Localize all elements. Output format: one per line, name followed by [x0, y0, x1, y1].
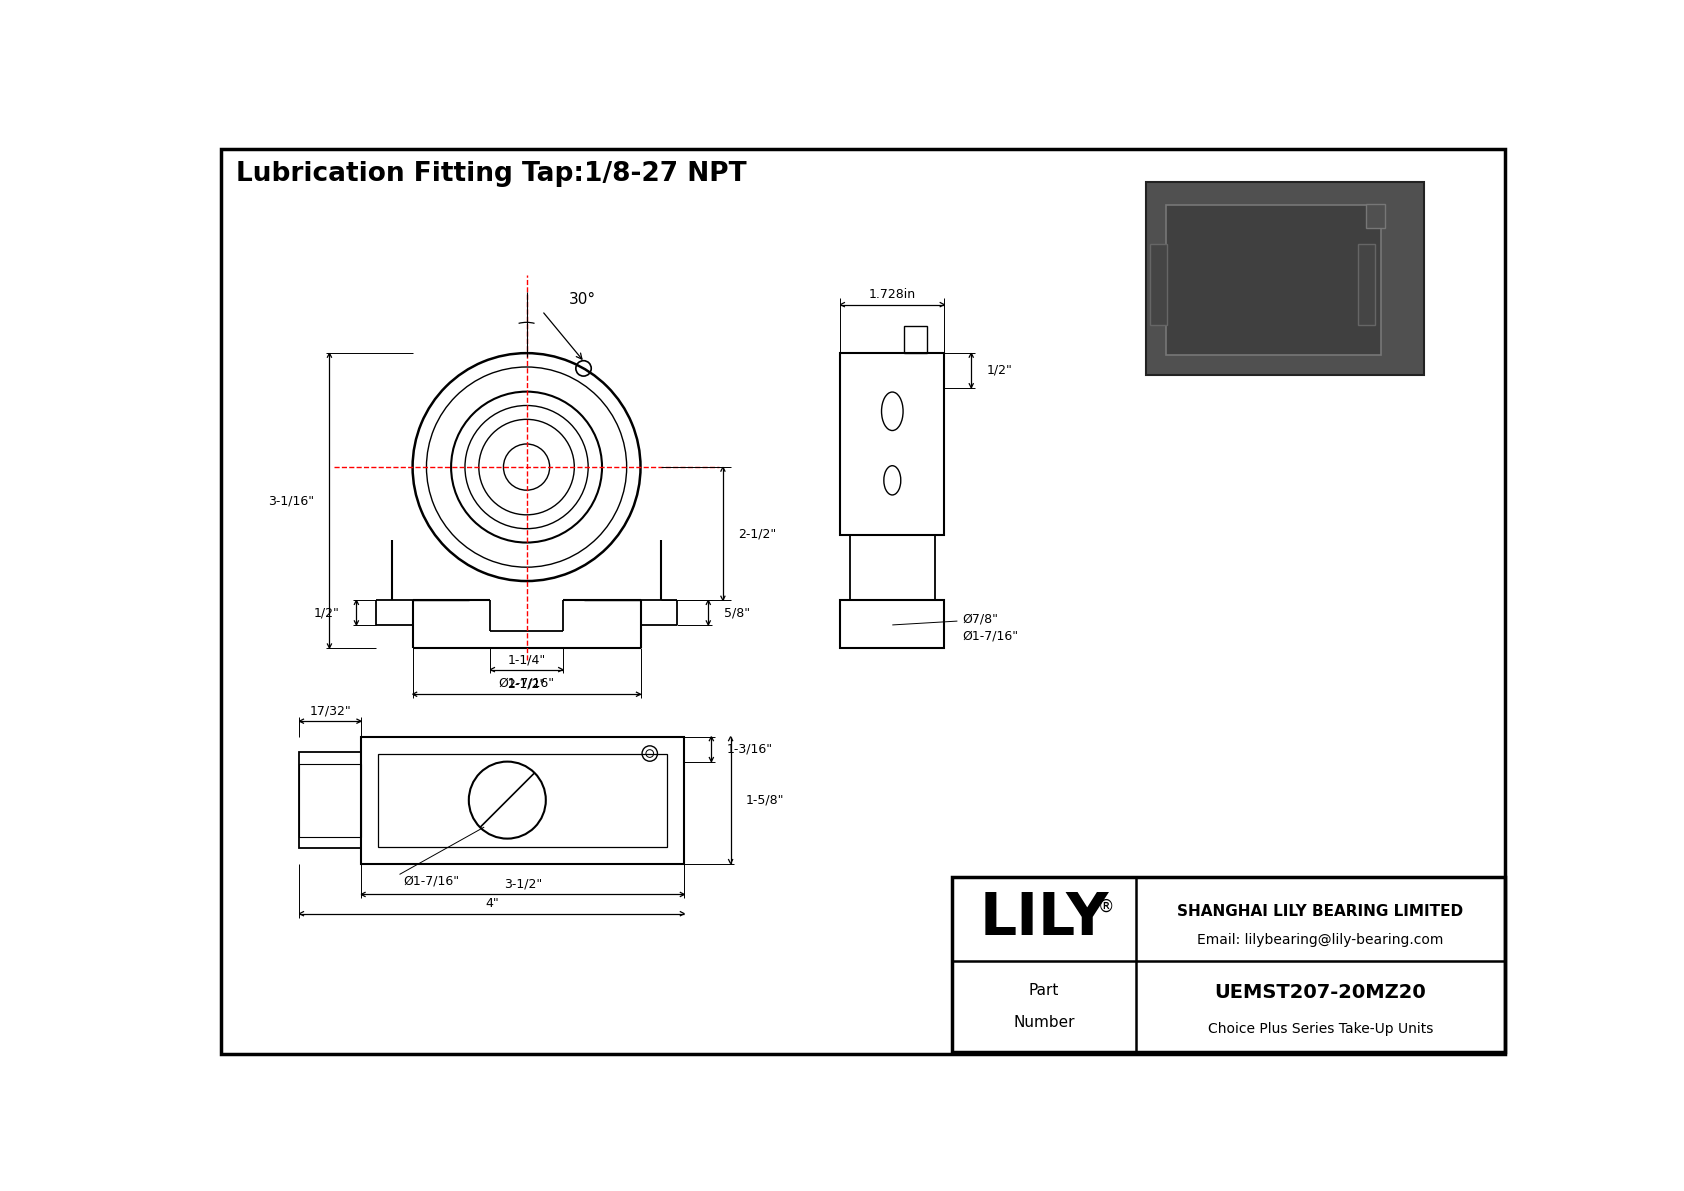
- Text: UEMST207-20MZ20: UEMST207-20MZ20: [1214, 983, 1426, 1002]
- Text: 1.728in: 1.728in: [869, 288, 916, 301]
- FancyBboxPatch shape: [1147, 182, 1423, 375]
- Bar: [840, 600, 945, 648]
- Text: Ø1-7/16": Ø1-7/16": [498, 676, 554, 690]
- Text: 30°: 30°: [569, 292, 596, 307]
- Circle shape: [1229, 261, 1271, 304]
- Text: 4": 4": [485, 897, 498, 910]
- Text: 1-1/4": 1-1/4": [507, 653, 546, 666]
- Bar: [300, 763, 360, 837]
- Text: Lubrication Fitting Tap:1/8-27 NPT: Lubrication Fitting Tap:1/8-27 NPT: [236, 162, 748, 187]
- Circle shape: [1211, 242, 1290, 323]
- Bar: [1165, 205, 1381, 355]
- Text: 1-3/16": 1-3/16": [727, 743, 773, 755]
- Circle shape: [1197, 230, 1303, 335]
- Bar: [1150, 244, 1167, 325]
- Bar: [300, 752, 360, 848]
- Bar: [1366, 204, 1386, 229]
- Text: SHANGHAI LILY BEARING LIMITED: SHANGHAI LILY BEARING LIMITED: [1177, 904, 1463, 919]
- Text: Part: Part: [1029, 984, 1059, 998]
- Text: Email: lilybearing@lily-bearing.com: Email: lilybearing@lily-bearing.com: [1197, 933, 1443, 947]
- Bar: [1359, 244, 1376, 325]
- Bar: [360, 736, 684, 863]
- Text: Choice Plus Series Take-Up Units: Choice Plus Series Take-Up Units: [1207, 1022, 1433, 1036]
- Text: 1-5/8": 1-5/8": [746, 793, 785, 806]
- Bar: [904, 326, 926, 353]
- Circle shape: [1369, 212, 1381, 223]
- Text: Ø7/8": Ø7/8": [963, 612, 999, 625]
- Text: 1/2": 1/2": [987, 364, 1012, 378]
- Text: 1/2": 1/2": [313, 606, 340, 619]
- Text: 5/8": 5/8": [724, 606, 749, 619]
- Text: Number: Number: [1014, 1015, 1074, 1030]
- Text: 2-1/2": 2-1/2": [507, 678, 546, 691]
- Text: ®: ®: [1098, 898, 1115, 916]
- Text: 17/32": 17/32": [310, 705, 350, 718]
- Text: Ø1-7/16": Ø1-7/16": [404, 874, 460, 887]
- Text: LILY: LILY: [980, 891, 1108, 947]
- Text: Ø1-7/16": Ø1-7/16": [963, 629, 1019, 642]
- Bar: [840, 353, 945, 535]
- Text: 3-1/2": 3-1/2": [504, 878, 542, 891]
- Text: 3-1/16": 3-1/16": [268, 494, 313, 507]
- Bar: [850, 535, 935, 600]
- Bar: [377, 754, 667, 847]
- Bar: [953, 877, 1505, 1053]
- Text: 2-1/2": 2-1/2": [738, 528, 776, 541]
